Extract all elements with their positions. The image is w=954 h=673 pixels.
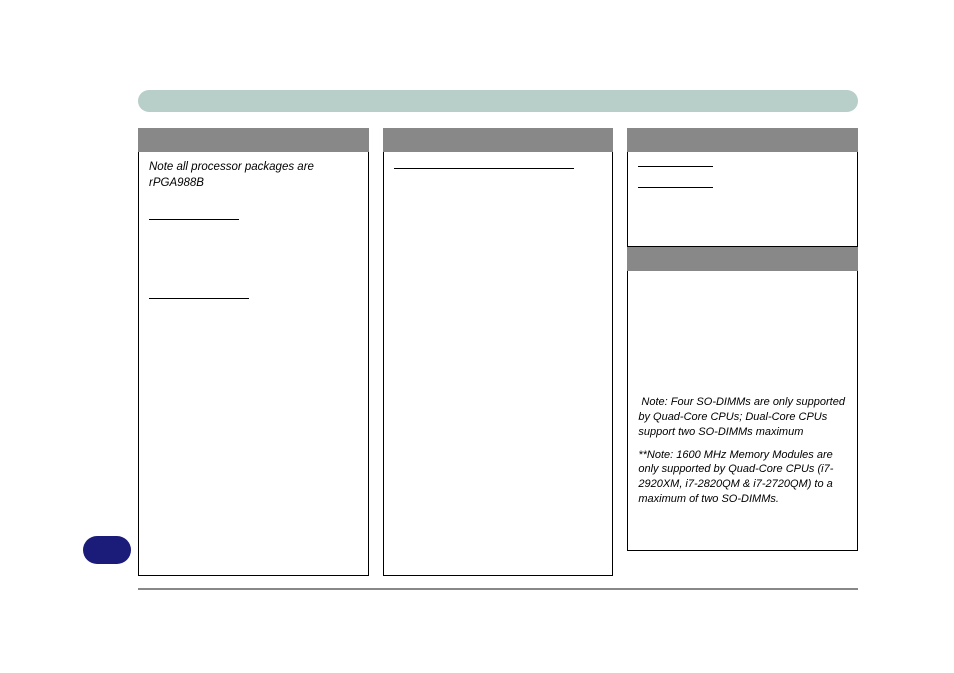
spec-columns: Note all processor packages are rPGA988B… [138,128,858,576]
memory-module-note: **Note: 1600 MHz Memory Modules are only… [638,448,847,507]
divider-line [149,219,239,220]
bottom-divider [138,588,858,590]
top-banner [138,90,858,112]
page-badge [83,536,131,564]
column-2-body [383,152,614,576]
divider-line [394,168,574,169]
so-dimm-note: Note: Four SO-DIMMs are only supported b… [638,395,847,440]
column-1-body: Note all processor packages are rPGA988B [138,152,369,576]
column-3-header-1 [627,128,858,152]
column-3-body-1 [627,152,858,247]
column-3-header-2 [627,247,858,271]
divider-line [149,298,249,299]
column-1: Note all processor packages are rPGA988B [138,128,369,576]
divider-line [638,187,713,188]
column-3-body-2: Note: Four SO-DIMMs are only supported b… [627,271,858,551]
column-2-header [383,128,614,152]
processor-package-note: Note all processor packages are rPGA988B [149,160,358,191]
column-1-header [138,128,369,152]
divider-line [638,166,713,167]
column-2 [383,128,614,576]
column-3: Note: Four SO-DIMMs are only supported b… [627,128,858,576]
